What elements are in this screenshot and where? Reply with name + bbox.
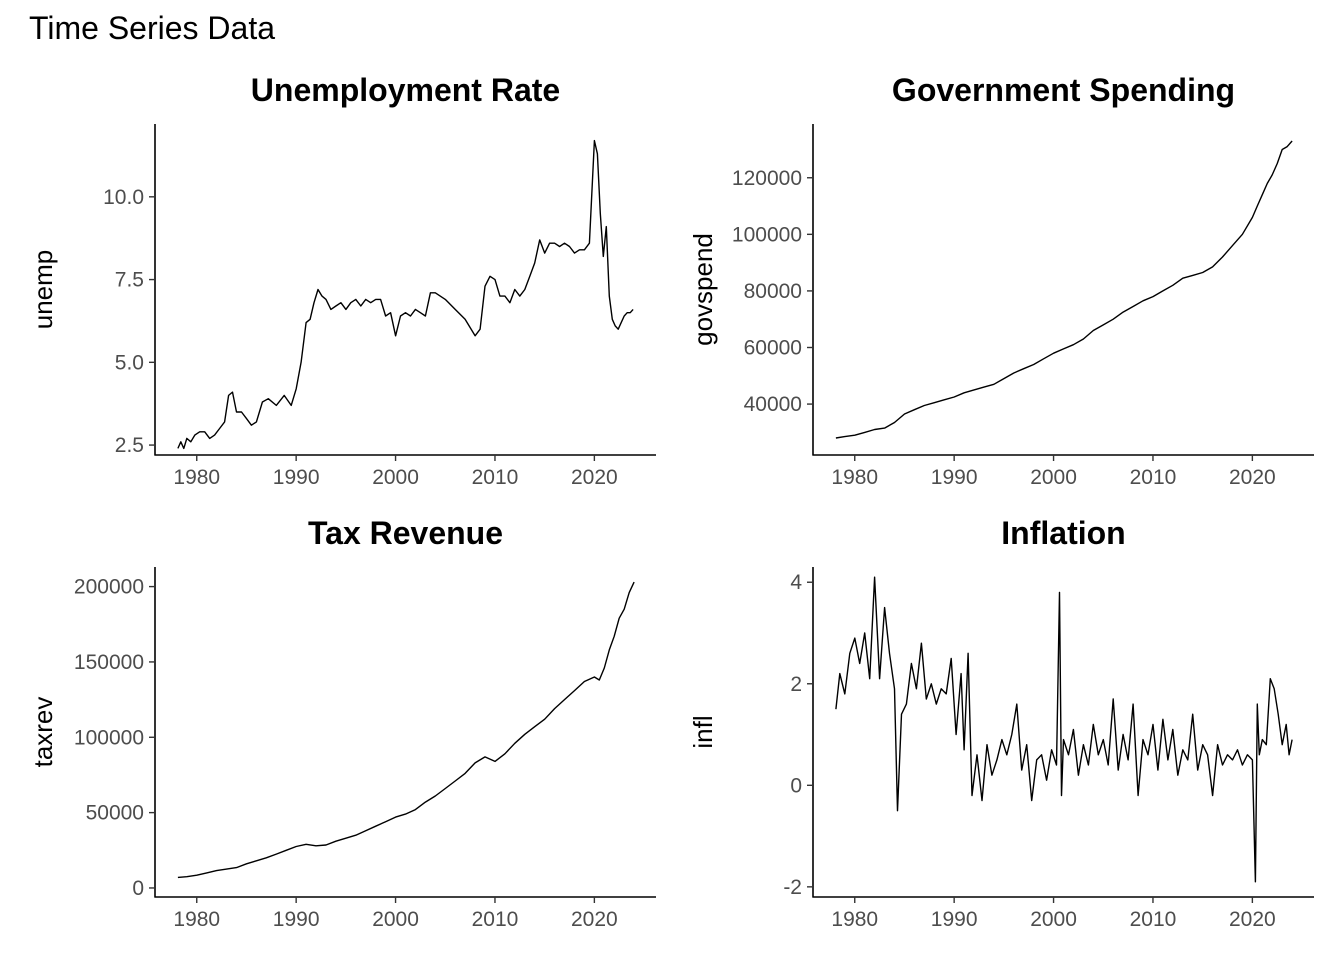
x-tick-label: 2000 xyxy=(372,466,419,489)
y-tick-label: 200000 xyxy=(74,576,144,599)
x-tick-label: 1990 xyxy=(273,908,320,931)
y-tick-label: 10.0 xyxy=(103,186,144,209)
x-tick-label: 2020 xyxy=(571,908,618,931)
panel-title: Government Spending xyxy=(892,72,1235,108)
x-tick-label: 1990 xyxy=(931,466,978,489)
x-tick-label: 1980 xyxy=(831,466,878,489)
panel-title: Unemployment Rate xyxy=(251,72,560,108)
panel-government-spending: Government Spending govspend 1980 1990 2000 2… xyxy=(688,72,1314,489)
y-tick-label: 0 xyxy=(132,877,144,900)
y-tick-label: 50000 xyxy=(86,802,144,825)
y-tick-label: 40000 xyxy=(744,393,802,416)
series-line xyxy=(835,576,1293,883)
x-tick-label: 2020 xyxy=(1229,466,1276,489)
x-tick-label: 2010 xyxy=(472,466,519,489)
y-tick-label: 80000 xyxy=(744,280,802,303)
y-tick-label: 2 xyxy=(790,673,802,696)
y-tick-label: 60000 xyxy=(744,336,802,359)
x-tick-label: 2020 xyxy=(571,466,618,489)
y-tick-label: 7.5 xyxy=(115,269,144,292)
y-axis-label: govspend xyxy=(688,233,718,346)
series-line xyxy=(177,581,635,879)
y-tick-label: 2.5 xyxy=(115,434,144,457)
y-tick-label: 0 xyxy=(790,774,802,797)
page-title: Time Series Data xyxy=(29,10,275,46)
y-tick-label: 5.0 xyxy=(115,351,144,374)
x-tick-label: 1980 xyxy=(173,466,220,489)
y-axis-label: unemp xyxy=(28,250,58,330)
x-tick-label: 2020 xyxy=(1229,908,1276,931)
x-tick-label: 2010 xyxy=(472,908,519,931)
panel-tax-revenue: Tax Revenue taxrev 1980 1990 2000 2010 2020 0 50… xyxy=(28,515,656,931)
panel-title: Inflation xyxy=(1001,515,1125,551)
x-tick-label: 2010 xyxy=(1130,466,1177,489)
x-tick-label: 1980 xyxy=(173,908,220,931)
x-tick-label: 2000 xyxy=(372,908,419,931)
panel-title: Tax Revenue xyxy=(308,515,503,551)
x-tick-label: 2000 xyxy=(1030,466,1077,489)
x-tick-label: 1990 xyxy=(931,908,978,931)
y-tick-label: 4 xyxy=(790,571,802,594)
series-line xyxy=(177,139,634,450)
y-tick-label: 120000 xyxy=(732,167,802,190)
y-axis-label: taxrev xyxy=(28,697,58,768)
panel-unemployment-rate: Unemployment Rate unemp 1980 1990 2000 2010 20… xyxy=(28,72,656,489)
y-tick-label: -2 xyxy=(783,876,802,899)
x-tick-label: 1980 xyxy=(831,908,878,931)
y-tick-label: 100000 xyxy=(74,726,144,749)
x-tick-label: 1990 xyxy=(273,466,320,489)
series-line xyxy=(835,140,1293,439)
panel-inflation: Inflation infl 1980 1990 2000 2010 2020 -2 0 2 4 xyxy=(688,515,1314,931)
x-tick-label: 2010 xyxy=(1130,908,1177,931)
y-tick-label: 100000 xyxy=(732,223,802,246)
x-tick-label: 2000 xyxy=(1030,908,1077,931)
y-axis-label: infl xyxy=(688,715,718,748)
y-tick-label: 150000 xyxy=(74,651,144,674)
